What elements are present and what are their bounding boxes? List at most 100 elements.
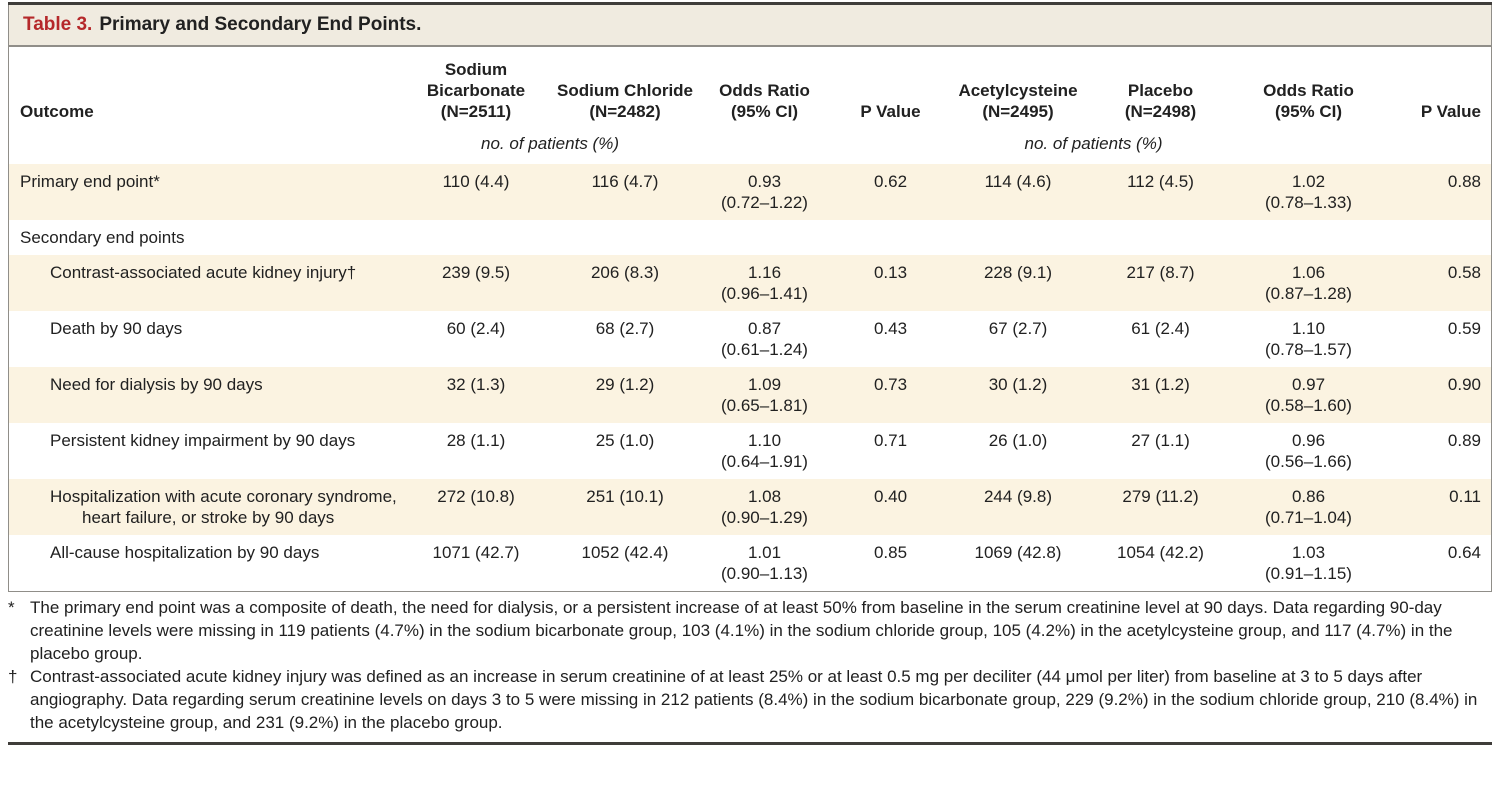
- value-cell: 1071 (42.7): [401, 542, 551, 563]
- column-header-line: P Value: [860, 102, 921, 121]
- column-header: Sodium Bicarbonate (N=2511): [401, 59, 551, 122]
- column-header-line: Placebo: [1127, 81, 1194, 100]
- value-cell: 1.02 (0.78–1.33): [1236, 171, 1381, 213]
- value-line: 0.43: [873, 319, 908, 338]
- value-line: (0.87–1.28): [1265, 284, 1352, 303]
- value-line: (0.71–1.04): [1265, 508, 1352, 527]
- table-header-row: Outcome Sodium Bicarbonate (N=2511) Sodium …: [9, 47, 1491, 128]
- outcome-cell: Persistent kidney impairment by 90 days: [50, 431, 356, 450]
- outcome-cell: Contrast-associated acute kidney injury†: [50, 263, 357, 282]
- table-row: Primary end point* 110 (4.4) 116 (4.7) 0.93…: [9, 164, 1491, 220]
- value-line: 0.85: [873, 543, 908, 562]
- value-cell: 0.71: [830, 430, 951, 451]
- value-line: 0.71: [873, 431, 908, 450]
- column-header: Placebo (N=2498): [1085, 80, 1236, 122]
- value-cell: 1054 (42.2): [1085, 542, 1236, 563]
- value-line: 0.86: [1291, 487, 1326, 506]
- value-line: (0.78–1.33): [1265, 193, 1352, 212]
- value-line: 1069 (42.8): [974, 543, 1062, 562]
- value-line: 217 (8.7): [1126, 263, 1195, 282]
- value-cell: 228 (9.1): [951, 262, 1085, 283]
- value-line: 1.06: [1291, 263, 1326, 282]
- value-line: 206 (8.3): [590, 263, 660, 282]
- value-cell: 1.09 (0.65–1.81): [699, 374, 830, 416]
- table-row: Hospitalization with acute coronary synd…: [9, 479, 1491, 535]
- value-line: 1.10: [747, 431, 782, 450]
- outcome-cell: Secondary end points: [20, 228, 185, 247]
- value-cell: 0.64: [1381, 542, 1491, 563]
- value-line: 279 (11.2): [1122, 487, 1199, 506]
- value-cell: 31 (1.2): [1085, 374, 1236, 395]
- column-header-line: (95% CI): [730, 102, 799, 121]
- bottom-rule: [8, 742, 1492, 745]
- value-cell: 206 (8.3): [551, 262, 699, 283]
- outcome-cell: Primary end point*: [20, 172, 160, 191]
- value-cell: 279 (11.2): [1085, 486, 1236, 507]
- value-line: 251 (10.1): [586, 487, 664, 506]
- value-cell: 0.58: [1381, 262, 1491, 283]
- value-line: 272 (10.8): [437, 487, 515, 506]
- value-cell: 0.85: [830, 542, 951, 563]
- table-subheader-row: no. of patients (%) no. of patients (%): [9, 128, 1491, 164]
- value-line: 112 (4.5): [1127, 172, 1194, 191]
- column-header-line: (N=2511): [440, 102, 512, 121]
- value-cell: 0.97 (0.58–1.60): [1236, 374, 1381, 416]
- value-line: 0.40: [873, 487, 908, 506]
- value-line: 31 (1.2): [1131, 375, 1190, 394]
- value-line: 32 (1.3): [446, 375, 506, 394]
- value-line: 60 (2.4): [446, 319, 506, 338]
- value-cell: 68 (2.7): [551, 318, 699, 339]
- table-row: Death by 90 days 60 (2.4) 68 (2.7) 0.87 (0.6…: [9, 311, 1491, 367]
- value-line: 239 (9.5): [441, 263, 511, 282]
- value-line: 116 (4.7): [591, 172, 659, 191]
- value-cell: 30 (1.2): [951, 374, 1085, 395]
- table-row: Secondary end points: [9, 220, 1491, 255]
- value-line: 68 (2.7): [595, 319, 655, 338]
- value-line: (0.64–1.91): [721, 452, 808, 471]
- value-line: 0.96: [1291, 431, 1326, 450]
- value-cell: 244 (9.8): [951, 486, 1085, 507]
- table-title-bar: Table 3. Primary and Secondary End Points…: [9, 5, 1491, 47]
- value-cell: 112 (4.5): [1085, 171, 1236, 192]
- outcome-cell: Need for dialysis by 90 days: [50, 375, 263, 394]
- footnote-text: The primary end point was a composite of…: [30, 598, 1453, 663]
- value-line: 26 (1.0): [988, 431, 1048, 450]
- value-cell: 239 (9.5): [401, 262, 551, 283]
- footnote: * The primary end point was a composite o…: [8, 596, 1492, 665]
- value-cell: 0.93 (0.72–1.22): [699, 171, 830, 213]
- value-cell: 28 (1.1): [401, 430, 551, 451]
- value-cell: 251 (10.1): [551, 486, 699, 507]
- column-header: P Value: [830, 101, 951, 122]
- value-cell: 67 (2.7): [951, 318, 1085, 339]
- value-cell: 0.90: [1381, 374, 1491, 395]
- value-cell: 0.11: [1381, 486, 1491, 507]
- value-line: 0.87: [747, 319, 782, 338]
- value-line: 0.88: [1447, 172, 1481, 191]
- column-header: Odds Ratio (95% CI): [699, 80, 830, 122]
- value-line: 110 (4.4): [442, 172, 510, 191]
- table-title-text: Primary and Secondary End Points.: [99, 14, 422, 35]
- value-cell: 61 (2.4): [1085, 318, 1236, 339]
- column-header-outcome: Outcome: [20, 102, 94, 121]
- value-cell: 29 (1.2): [551, 374, 699, 395]
- value-line: (0.90–1.29): [721, 508, 808, 527]
- value-line: (0.91–1.15): [1265, 564, 1352, 583]
- table-body: Primary end point* 110 (4.4) 116 (4.7) 0.93…: [9, 164, 1491, 591]
- column-header-line: (N=2498): [1124, 102, 1197, 121]
- table-number: Table 3.: [23, 14, 93, 35]
- value-cell: 1.03 (0.91–1.15): [1236, 542, 1381, 584]
- footnote: † Contrast-associated acute kidney injury…: [8, 665, 1492, 734]
- top-rule: [8, 2, 1492, 5]
- value-line: 0.90: [1447, 375, 1481, 394]
- table-row: Need for dialysis by 90 days 32 (1.3) 29 (…: [9, 367, 1491, 423]
- outcome-cell: Death by 90 days: [50, 319, 183, 338]
- value-line: (0.61–1.24): [721, 340, 808, 359]
- column-header: P Value: [1381, 101, 1491, 122]
- value-cell: 1.01 (0.90–1.13): [699, 542, 830, 584]
- subheader-no-of-patients-right: no. of patients (%): [1024, 134, 1163, 153]
- value-line: 1.01: [747, 543, 782, 562]
- value-line: (0.65–1.81): [721, 396, 808, 415]
- value-line: 228 (9.1): [983, 263, 1053, 282]
- value-line: 1071 (42.7): [432, 543, 520, 562]
